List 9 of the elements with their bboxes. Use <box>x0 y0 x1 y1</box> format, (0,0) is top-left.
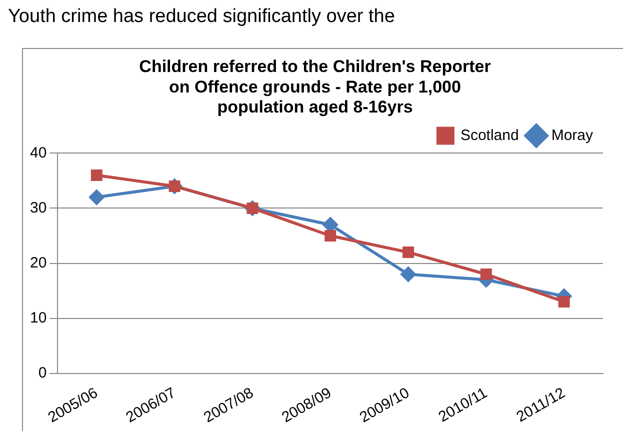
legend-label: Scotland <box>460 126 519 144</box>
y-tick-label: 0 <box>38 364 47 382</box>
y-tick-label: 10 <box>30 309 47 326</box>
y-tick-label: 30 <box>30 199 47 216</box>
y-tick-label: 40 <box>30 144 47 162</box>
text: Youth crime has reduced significantly over the <box>8 6 395 28</box>
y-tick-label: 20 <box>30 254 47 272</box>
chart-title: Children referred to the Children's Reporter on Offence grounds - Rate per 1,000 population aged 8-16yrs <box>139 56 492 117</box>
legend-label: Moray <box>551 126 594 144</box>
